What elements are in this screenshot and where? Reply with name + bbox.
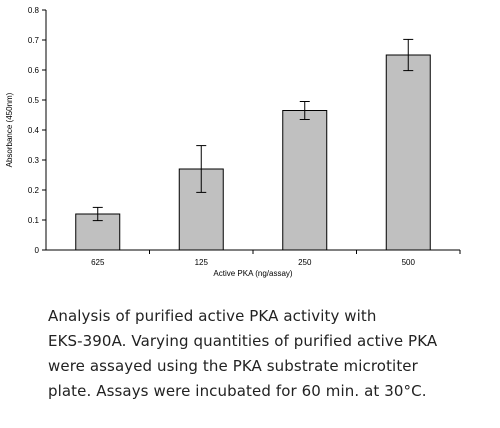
bars (75, 54, 431, 251)
y-axis-title: Absorbance (450nm) (5, 92, 14, 167)
x-axis-title: Active PKA (ng/assay) (213, 269, 292, 278)
y-tick-label: 0.6 (28, 66, 40, 75)
x-tick-label: 500 (402, 258, 416, 267)
x-axis: 625 125 250 500 (46, 249, 461, 267)
y-tick-label: 0.5 (28, 96, 40, 105)
y-tick-label: 0.3 (28, 156, 40, 165)
y-tick-label: 0.2 (28, 186, 40, 195)
figure-caption: Analysis of purified active PKA activity… (48, 304, 498, 404)
y-tick-label: 0.4 (28, 126, 40, 135)
bar-250 (282, 110, 328, 251)
caption-line: EKS-390A. Varying quantities of purified… (48, 332, 438, 350)
caption-line: plate. Assays were incubated for 60 min.… (48, 382, 427, 400)
y-axis: 0 0.1 0.2 0.3 0.4 0.5 0.6 0.7 0.8 (28, 6, 47, 255)
caption-line: were assayed using the PKA substrate mic… (48, 357, 418, 375)
error-bars (92, 38, 414, 222)
y-tick-label: 0.1 (28, 216, 40, 225)
bar-500 (385, 54, 431, 251)
x-tick-label: 250 (298, 258, 312, 267)
y-tick-label: 0 (35, 246, 40, 255)
x-tick-label: 125 (195, 258, 209, 267)
bar-chart: 0 0.1 0.2 0.3 0.4 0.5 0.6 0.7 0.8 625 125 250 500 A… (5, 6, 461, 278)
y-tick-label: 0.7 (28, 36, 40, 45)
caption-line: Analysis of purified active PKA activity… (48, 307, 377, 325)
y-tick-label: 0.8 (28, 6, 40, 15)
x-tick-label: 625 (91, 258, 105, 267)
